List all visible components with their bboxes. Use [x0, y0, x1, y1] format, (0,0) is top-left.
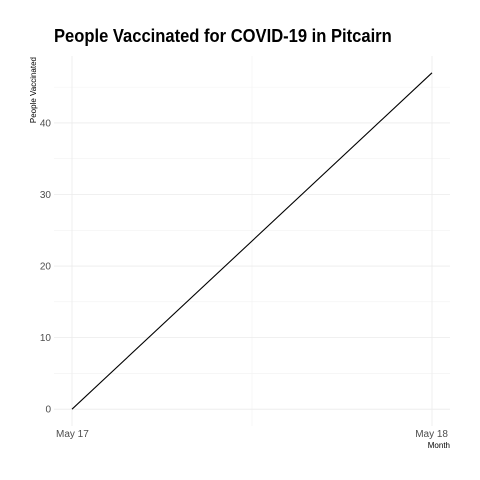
- y-tick-label: 40: [40, 118, 52, 129]
- grid-layer: [54, 56, 450, 426]
- series-layer: [71, 72, 433, 410]
- y-axis-ticks: 0 10 20 30 40: [40, 118, 52, 415]
- series-line-0: [71, 72, 433, 410]
- y-tick-label: 20: [40, 262, 52, 273]
- x-tick-label: May 17: [56, 429, 89, 440]
- y-axis-title: People Vaccinated: [29, 57, 38, 123]
- x-axis-ticks: May 17 May 18: [56, 429, 448, 440]
- chart-title: People Vaccinated for COVID-19 in Pitcai…: [54, 26, 392, 46]
- x-tick-label: May 18: [415, 429, 448, 440]
- x-axis-title: Month: [428, 441, 450, 450]
- y-tick-label: 10: [40, 333, 52, 344]
- y-tick-label: 30: [40, 190, 52, 201]
- y-tick-label: 0: [45, 405, 51, 416]
